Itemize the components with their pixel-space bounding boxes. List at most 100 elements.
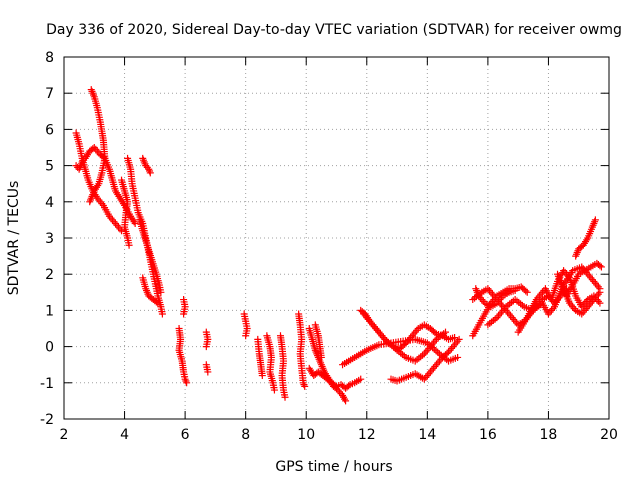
- series-trace-q: [295, 310, 309, 390]
- series-trace-x: [387, 335, 463, 385]
- x-tick-labels: 2 4 6 8 10 12 14 16 18 20: [60, 427, 618, 443]
- data-point: [429, 344, 437, 352]
- data-point: [434, 348, 442, 356]
- series-trace-s: [305, 364, 365, 392]
- data-point: [430, 345, 438, 353]
- data-point: [270, 386, 278, 394]
- data-point: [125, 241, 133, 249]
- y-tick-label: 3: [45, 231, 54, 247]
- data-point: [158, 310, 166, 318]
- series-trace-h: [139, 274, 162, 307]
- series-trace-f: [139, 154, 154, 177]
- data-point: [596, 262, 604, 270]
- series-trace-i: [175, 325, 191, 387]
- data-point: [180, 310, 188, 318]
- data-point: [183, 379, 191, 387]
- data-point: [118, 227, 126, 235]
- data-point: [597, 263, 605, 271]
- series-trace-ad: [563, 259, 605, 300]
- x-tick-label: 10: [297, 427, 315, 443]
- data-point: [146, 169, 154, 177]
- series-trace-g: [136, 216, 165, 296]
- series-trace-af: [554, 270, 604, 318]
- y-tick-labels: -2 -1 0 1 2 3 4 5 6 7 8: [40, 50, 54, 428]
- y-tick-label: 7: [45, 86, 54, 102]
- data-point: [442, 328, 449, 336]
- data-point: [182, 377, 190, 385]
- data-point: [432, 347, 440, 355]
- data-point: [300, 381, 308, 389]
- series-trace-c: [86, 86, 109, 206]
- data-point: [89, 145, 97, 153]
- series-trace-j: [180, 296, 189, 318]
- data-points: [72, 86, 605, 405]
- data-point: [522, 287, 530, 295]
- data-point: [591, 216, 599, 224]
- y-tick-label: 6: [45, 122, 54, 138]
- data-point: [342, 397, 350, 405]
- data-point: [455, 335, 463, 343]
- data-point: [443, 349, 451, 357]
- data-point: [401, 340, 409, 348]
- x-tick-label: 18: [540, 427, 558, 443]
- x-tick-label: 12: [358, 427, 376, 443]
- x-tick-label: 16: [479, 427, 497, 443]
- series-trace-w: [339, 335, 462, 369]
- data-point: [204, 368, 212, 376]
- data-point: [511, 286, 519, 294]
- series-trace-l: [202, 361, 212, 376]
- data-point: [317, 353, 325, 361]
- y-tick-label: 4: [45, 195, 54, 211]
- series-trace-o: [263, 332, 278, 394]
- data-point: [357, 375, 365, 383]
- data-point: [258, 372, 266, 380]
- data-point: [596, 288, 604, 296]
- axis-ticks: [63, 56, 610, 420]
- data-point: [202, 343, 210, 351]
- data-point: [596, 299, 604, 307]
- data-point: [157, 288, 165, 296]
- y-tick-label: -1: [40, 376, 54, 392]
- x-tick-label: 6: [181, 427, 190, 443]
- y-tick-label: -2: [40, 412, 54, 428]
- x-tick-label: 2: [60, 427, 69, 443]
- chart-title: Day 336 of 2020, Sidereal Day-to-day VTE…: [46, 22, 622, 38]
- grid-lines: [64, 57, 609, 419]
- series-trace-t: [311, 321, 325, 361]
- x-tick-label: 14: [418, 427, 436, 443]
- series-trace-p: [276, 332, 289, 401]
- y-tick-label: 0: [45, 340, 54, 356]
- x-tick-label: 20: [600, 427, 618, 443]
- data-point: [427, 342, 435, 350]
- y-tick-label: 5: [45, 159, 54, 175]
- data-point: [242, 332, 250, 340]
- data-point: [454, 353, 462, 361]
- series-trace-v: [360, 310, 449, 365]
- data-point: [423, 339, 431, 347]
- data-point: [301, 382, 309, 390]
- x-tick-label: 4: [120, 427, 129, 443]
- data-point: [425, 341, 433, 349]
- series-trace-n: [254, 335, 266, 380]
- y-tick-label: 8: [45, 50, 54, 66]
- series-trace-ae: [572, 216, 599, 260]
- data-point: [154, 299, 162, 307]
- data-point: [131, 220, 139, 228]
- data-point: [152, 298, 160, 306]
- x-axis-label: GPS time / hours: [275, 459, 392, 475]
- data-point: [281, 393, 289, 401]
- y-tick-label: 2: [45, 267, 54, 283]
- y-axis-label: SDTVAR / TECUs: [6, 181, 22, 296]
- data-point: [381, 335, 389, 343]
- x-tick-label: 8: [241, 427, 250, 443]
- data-point: [451, 334, 459, 342]
- data-point: [523, 288, 531, 296]
- series-trace-k: [202, 328, 212, 351]
- series-trace-m: [240, 310, 251, 340]
- series-trace-r: [305, 325, 350, 405]
- series-trace-d: [118, 176, 133, 249]
- data-point: [86, 198, 94, 206]
- y-tick-label: 1: [45, 303, 54, 319]
- data-point: [431, 329, 439, 337]
